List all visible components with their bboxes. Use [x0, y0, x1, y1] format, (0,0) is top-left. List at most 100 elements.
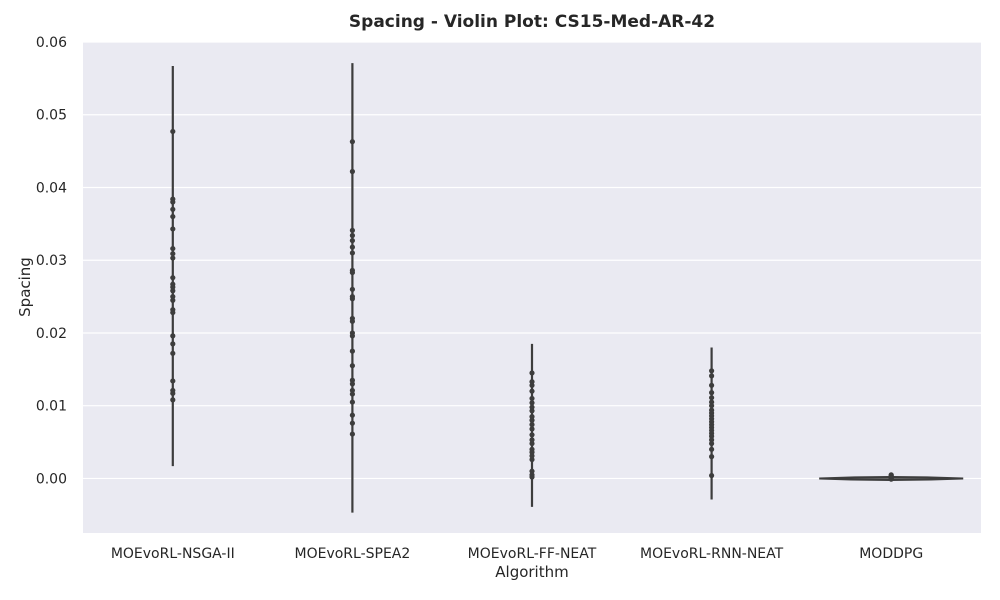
- data-point: [349, 420, 355, 426]
- data-point: [529, 440, 535, 447]
- data-point: [170, 206, 176, 212]
- y-tick-label: 0.06: [36, 35, 67, 51]
- data-point: [529, 432, 535, 438]
- y-tick-label: 0.00: [36, 471, 67, 487]
- data-point: [709, 403, 715, 409]
- data-point: [529, 449, 535, 455]
- data-point: [170, 284, 176, 290]
- data-point: [349, 381, 355, 387]
- data-point: [529, 395, 535, 402]
- data-point: [349, 237, 355, 244]
- y-tick-label: 0.05: [36, 108, 67, 124]
- chart-title: Spacing - Violin Plot: CS15-Med-AR-42: [348, 12, 716, 32]
- data-point: [709, 446, 715, 452]
- data-point: [170, 350, 176, 356]
- data-point: [349, 399, 355, 405]
- data-point: [709, 454, 715, 460]
- data-point: [170, 341, 176, 347]
- violin-group: [529, 343, 535, 507]
- data-point: [709, 472, 715, 479]
- y-tick-label: 0.01: [36, 399, 67, 415]
- x-tick-label: MOEvoRL-RNN-NEAT: [640, 546, 784, 562]
- data-point: [170, 226, 176, 232]
- data-point: [529, 456, 535, 463]
- x-axis-label: Algorithm: [495, 563, 569, 581]
- y-tick-label: 0.02: [36, 326, 67, 342]
- data-point: [170, 288, 176, 294]
- data-point: [349, 244, 355, 250]
- data-point: [170, 390, 176, 396]
- data-point: [529, 404, 535, 410]
- data-point: [349, 431, 355, 437]
- data-point: [170, 199, 176, 205]
- data-point: [170, 128, 176, 135]
- data-point: [170, 275, 176, 281]
- x-tick-label: MOEvoRL-SPEA2: [295, 546, 411, 562]
- data-point: [349, 286, 355, 292]
- data-point: [349, 377, 355, 383]
- data-point: [529, 388, 535, 394]
- data-point: [170, 297, 176, 303]
- grid-lines: [83, 41, 981, 480]
- data-point: [349, 387, 355, 394]
- violin-group: [819, 472, 964, 482]
- data-point: [170, 255, 176, 261]
- data-point: [170, 397, 176, 403]
- data-point: [709, 390, 715, 396]
- data-point: [529, 417, 535, 423]
- data-point: [709, 437, 715, 443]
- data-point: [170, 213, 176, 220]
- x-tick-labels: MOEvoRL-NSGA-II MOEvoRL-SPEA2 MOEvoRL-FF-N…: [111, 546, 923, 562]
- y-tick-label: 0.04: [36, 180, 67, 196]
- data-point: [529, 437, 535, 443]
- data-point: [529, 400, 535, 406]
- data-point: [888, 476, 894, 482]
- data-point: [529, 370, 535, 376]
- violin-group: [170, 66, 176, 467]
- data-point: [349, 296, 355, 302]
- x-tick-label: MODDPG: [859, 546, 923, 562]
- violin-group: [349, 63, 355, 513]
- y-tick-label: 0.03: [36, 253, 67, 269]
- data-point: [170, 378, 176, 384]
- violin-group: [709, 347, 715, 500]
- data-point: [709, 373, 715, 379]
- data-point: [349, 348, 355, 354]
- data-point: [170, 293, 176, 300]
- data-point: [170, 245, 176, 252]
- data-point: [529, 426, 535, 432]
- data-point: [529, 468, 535, 474]
- data-point: [349, 139, 355, 145]
- data-point: [529, 414, 535, 420]
- data-point: [349, 250, 355, 256]
- data-point: [349, 333, 355, 339]
- data-point: [349, 318, 355, 324]
- data-point: [349, 391, 355, 397]
- violin-marks: [170, 63, 964, 513]
- data-point: [529, 408, 535, 414]
- data-point: [709, 382, 715, 388]
- data-point: [709, 433, 715, 439]
- y-tick-labels: 0.00 0.01 0.02 0.03 0.04 0.05 0.06: [36, 35, 67, 487]
- data-point: [709, 395, 715, 401]
- data-point: [709, 368, 715, 374]
- data-point: [170, 309, 176, 316]
- data-point: [529, 422, 535, 428]
- data-point: [349, 168, 355, 175]
- data-point: [349, 269, 355, 276]
- data-point: [170, 251, 176, 257]
- x-tick-label: MOEvoRL-NSGA-II: [111, 546, 235, 562]
- data-point: [349, 227, 355, 233]
- data-point: [170, 333, 176, 339]
- data-point: [709, 440, 715, 447]
- data-point: [529, 379, 535, 385]
- data-point: [709, 399, 715, 405]
- data-point: [529, 474, 535, 480]
- data-point: [349, 363, 355, 369]
- data-point: [529, 382, 535, 388]
- data-point: [529, 453, 535, 459]
- x-tick-label: MOEvoRL-FF-NEAT: [468, 546, 597, 562]
- data-point: [349, 412, 355, 418]
- data-point: [349, 232, 355, 239]
